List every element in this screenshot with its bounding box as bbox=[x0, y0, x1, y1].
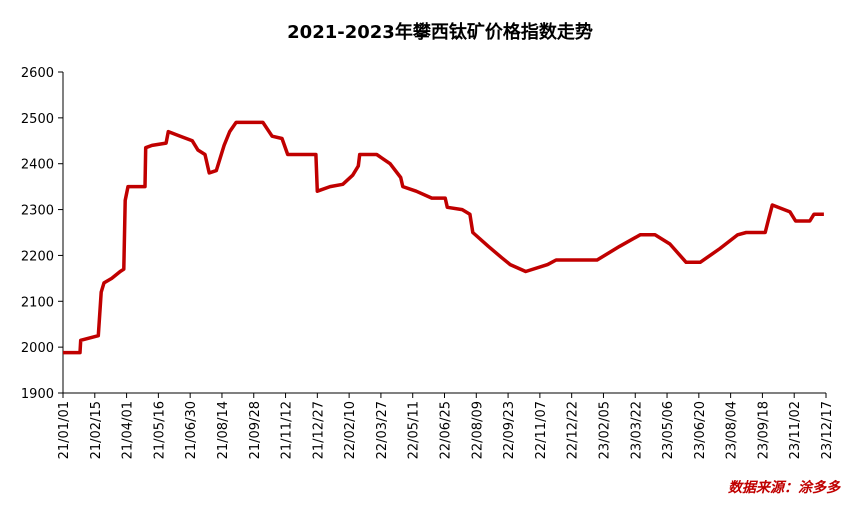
x-tick-label: 22/12/22 bbox=[566, 401, 581, 459]
x-tick-label: 23/03/22 bbox=[629, 401, 644, 459]
y-tick-label: 2200 bbox=[21, 249, 54, 264]
x-tick-label: 21/01/01 bbox=[57, 401, 72, 459]
x-tick-label: 23/09/18 bbox=[756, 401, 771, 459]
x-tick-label: 23/05/06 bbox=[661, 401, 676, 459]
y-tick-label: 2100 bbox=[21, 295, 54, 310]
x-tick-label: 23/02/05 bbox=[597, 401, 612, 459]
x-tick-label: 23/11/02 bbox=[788, 401, 803, 459]
x-tick-label: 22/02/10 bbox=[343, 401, 358, 459]
x-tick-label: 22/08/09 bbox=[470, 401, 485, 459]
y-tick-label: 2000 bbox=[21, 341, 54, 356]
x-tick-label: 22/05/11 bbox=[407, 401, 422, 459]
line bbox=[63, 120, 824, 355]
x-tick-label: 21/02/15 bbox=[89, 401, 104, 459]
x-tick-label: 21/06/30 bbox=[184, 401, 199, 459]
x-tick-label: 22/11/07 bbox=[534, 401, 549, 459]
y-tick-label: 2400 bbox=[21, 158, 54, 173]
x-tick-label: 23/06/20 bbox=[693, 401, 708, 459]
y-tick-label: 2500 bbox=[21, 112, 54, 127]
x-tick-label: 21/05/16 bbox=[152, 401, 167, 459]
x-tick-label: 23/08/04 bbox=[725, 401, 740, 459]
x-tick-label: 22/03/27 bbox=[375, 401, 390, 459]
y-tick-label: 2300 bbox=[21, 204, 54, 219]
chart-title: 2021-2023年攀西钛矿价格指数走势 bbox=[287, 21, 593, 43]
x-tick-label: 22/06/25 bbox=[439, 401, 454, 459]
x-tick-label: 21/09/28 bbox=[248, 401, 263, 459]
x-tick-label: 22/09/23 bbox=[502, 401, 517, 459]
source-note: 数据来源：涂多多 bbox=[728, 479, 841, 496]
y-tick-label: 2600 bbox=[21, 66, 54, 81]
x-tick-label: 21/12/27 bbox=[311, 401, 326, 459]
y-tick-label: 1900 bbox=[21, 387, 54, 402]
x-tick-label: 21/11/12 bbox=[280, 401, 295, 459]
x-tick-label: 21/08/14 bbox=[216, 401, 231, 459]
x-tick-label: 23/12/17 bbox=[820, 401, 835, 459]
x-tick-label: 21/04/01 bbox=[121, 401, 136, 459]
